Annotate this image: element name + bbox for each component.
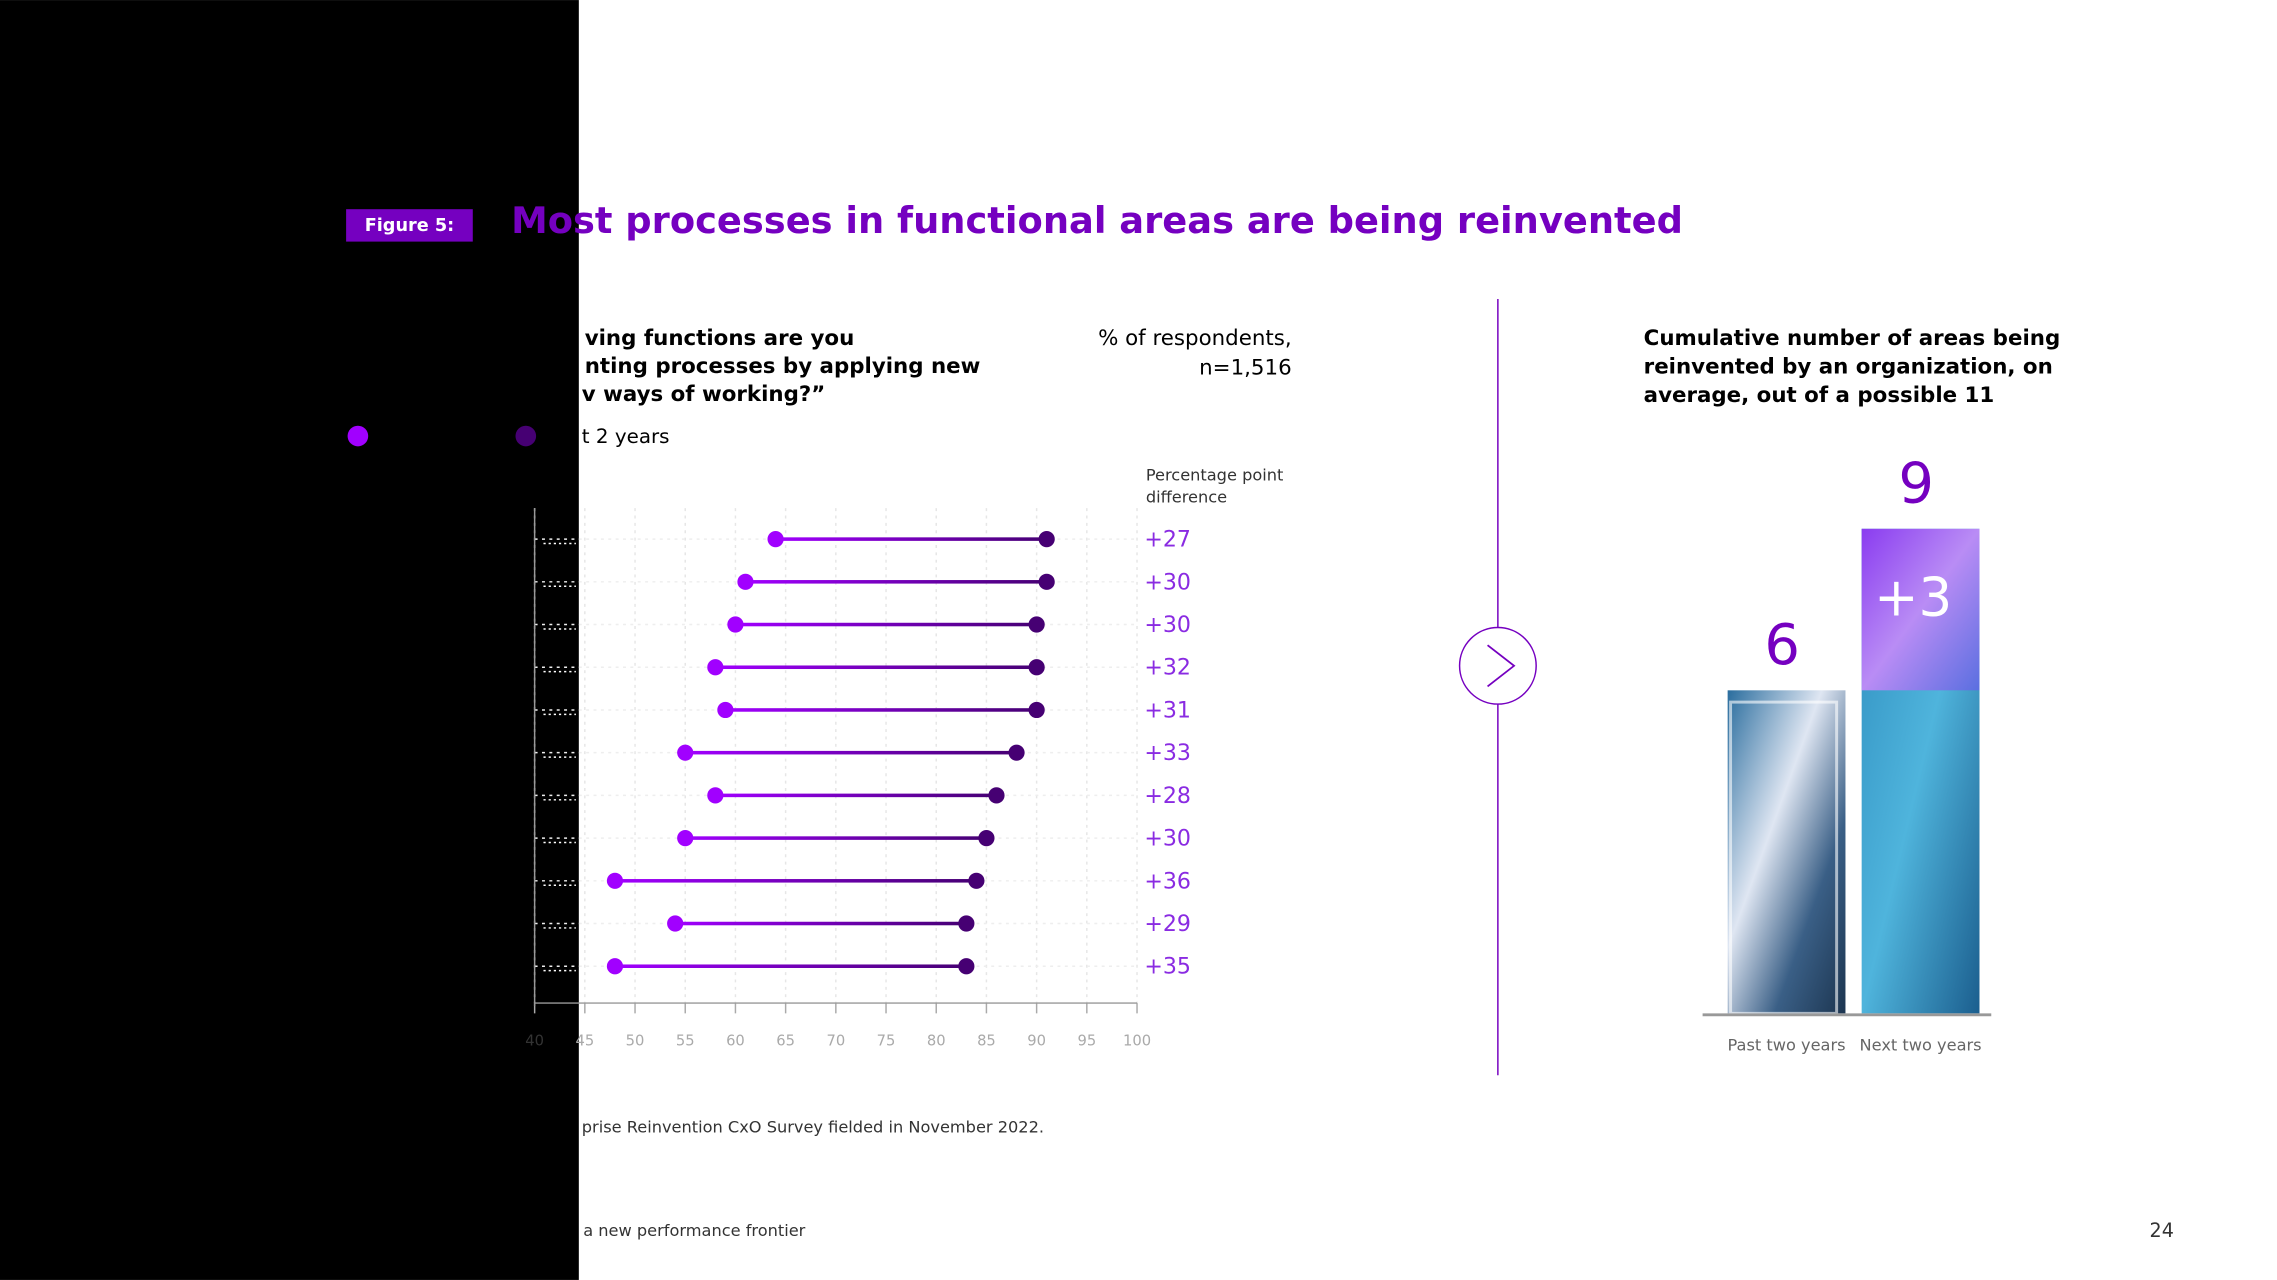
dot — [1038, 531, 1055, 548]
dot — [707, 787, 724, 804]
arrow-chevron — [1487, 644, 1516, 688]
dot — [717, 701, 734, 719]
connector — [715, 665, 1037, 670]
x-tick-label: 50 — [626, 1032, 645, 1049]
connector — [735, 622, 1037, 627]
legend-swatch — [515, 425, 537, 447]
dot — [606, 958, 624, 975]
connector — [614, 879, 977, 883]
x-tick-label: 40 — [525, 1032, 544, 1049]
dot — [988, 787, 1005, 804]
x-tick-label: 95 — [1077, 1032, 1096, 1049]
difference-label: +30 — [1144, 569, 1191, 595]
dot — [707, 659, 724, 676]
page-number: 24 — [2150, 1219, 2174, 1242]
x-tick-label: 90 — [1027, 1032, 1046, 1049]
title: Most processes in functional areas are b… — [511, 199, 1683, 242]
dot — [1038, 573, 1055, 590]
legend-text: t 2 years — [582, 425, 670, 448]
difference-label: +30 — [1144, 826, 1191, 852]
dot — [727, 616, 744, 633]
figure-label: Figure 5: — [365, 216, 455, 236]
bar-value: 9 — [1898, 452, 1934, 517]
x-tick-label: Past two years — [1728, 1035, 1846, 1054]
dot — [1008, 744, 1025, 761]
difference-title: difference — [1146, 487, 1227, 506]
dot — [1028, 616, 1045, 633]
x-tick-label: Next two years — [1860, 1035, 1982, 1054]
question-line: v ways of working?” — [582, 382, 826, 407]
figure-badge — [346, 209, 473, 242]
x-tick-label: 100 — [1123, 1032, 1151, 1049]
dot — [958, 915, 975, 932]
connector — [685, 836, 987, 840]
connector — [675, 921, 967, 926]
difference-label: +30 — [1144, 612, 1191, 638]
arrow-circle — [1458, 626, 1537, 705]
increment-segment — [1861, 528, 1980, 691]
x-tick-label: 65 — [776, 1032, 795, 1049]
side-panel — [0, 0, 579, 1280]
difference-label: +36 — [1144, 868, 1191, 894]
difference-label: +32 — [1144, 655, 1191, 681]
bar-chart-title: Cumulative number of areas being — [1644, 326, 2061, 351]
footer: a new performance frontier — [583, 1221, 805, 1240]
dot — [737, 573, 754, 590]
difference-label: +28 — [1144, 783, 1191, 809]
connector — [715, 793, 997, 798]
question-line: ving functions are you — [585, 326, 855, 351]
unit-note: n=1,516 — [1199, 355, 1292, 380]
connector — [614, 964, 967, 968]
connector — [775, 537, 1047, 541]
dot — [677, 829, 694, 847]
connector — [725, 708, 1037, 712]
dot — [667, 915, 684, 932]
bar-chart-title: reinvented by an organization, on — [1644, 355, 2053, 380]
source: prise Reinvention CxO Survey fielded in … — [582, 1118, 1044, 1137]
x-tick-label: 85 — [977, 1032, 996, 1049]
unit-note: % of respondents, — [1098, 326, 1292, 351]
dot — [958, 958, 975, 975]
bar-chart-title: average, out of a possible 11 — [1644, 383, 1995, 408]
connector — [745, 580, 1047, 584]
bar — [1727, 690, 1846, 1014]
question-line: nting processes by applying new — [585, 354, 981, 379]
difference-label: +27 — [1144, 527, 1191, 553]
bar-value: 6 — [1764, 613, 1800, 678]
dot — [978, 829, 995, 847]
x-tick-label: 60 — [726, 1032, 745, 1049]
difference-label: +33 — [1144, 740, 1191, 766]
increment-label: +3 — [1874, 566, 1952, 628]
dot — [767, 531, 784, 548]
dot — [606, 872, 624, 889]
dot — [968, 872, 985, 889]
x-tick-label: 75 — [877, 1032, 896, 1049]
x-tick-label: 70 — [826, 1032, 845, 1049]
x-tick-label: 80 — [927, 1032, 946, 1049]
dot — [1028, 659, 1045, 676]
x-tick-label: 55 — [676, 1032, 695, 1049]
dot — [1028, 701, 1045, 719]
difference-label: +35 — [1144, 954, 1191, 980]
legend-swatch — [347, 425, 369, 447]
difference-label: +29 — [1144, 911, 1191, 937]
difference-title: Percentage point — [1146, 465, 1284, 484]
dot — [677, 744, 694, 761]
connector — [685, 750, 1017, 755]
difference-label: +31 — [1144, 697, 1191, 723]
x-tick-label: 45 — [575, 1032, 594, 1049]
